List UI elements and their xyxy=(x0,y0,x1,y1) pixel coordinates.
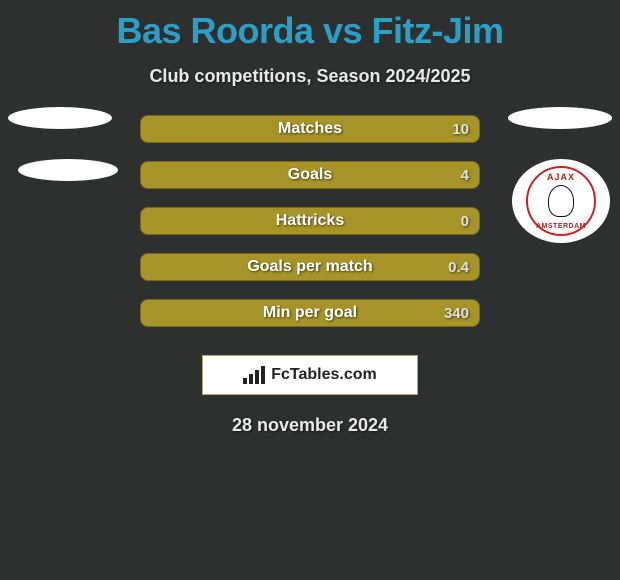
stat-value-right: 0 xyxy=(461,213,469,230)
player-left-ellipse-2 xyxy=(18,159,118,181)
club-logo-bottom-text: AMSTERDAM xyxy=(536,223,586,230)
player-right-ellipse xyxy=(508,107,612,129)
stat-bar-goals-per-match: Goals per match 0.4 xyxy=(140,253,480,281)
stat-bars: Matches 10 Goals 4 Hattricks 0 Goals per… xyxy=(140,115,480,327)
subtitle: Club competitions, Season 2024/2025 xyxy=(0,66,620,87)
fctables-badge: FcTables.com xyxy=(202,355,418,395)
stat-label: Matches xyxy=(278,120,342,138)
stat-label: Goals xyxy=(288,166,332,184)
club-logo-top-text: AJAX xyxy=(547,172,575,182)
stats-row: AJAX AMSTERDAM Matches 10 Goals 4 Hattri… xyxy=(0,115,620,327)
bar-chart-icon xyxy=(243,366,265,384)
stat-bar-matches: Matches 10 xyxy=(140,115,480,143)
stat-value-right: 10 xyxy=(452,121,469,138)
stat-label: Hattricks xyxy=(276,212,344,230)
player-left-ellipse-1 xyxy=(8,107,112,129)
fctables-label: FcTables.com xyxy=(271,366,377,384)
club-logo: AJAX AMSTERDAM xyxy=(512,159,610,243)
stat-label: Goals per match xyxy=(247,258,372,276)
stat-bar-hattricks: Hattricks 0 xyxy=(140,207,480,235)
stat-bar-goals: Goals 4 xyxy=(140,161,480,189)
date-label: 28 november 2024 xyxy=(0,415,620,436)
ajax-logo-icon: AJAX AMSTERDAM xyxy=(526,166,596,236)
stat-label: Min per goal xyxy=(263,304,357,322)
stat-value-right: 340 xyxy=(444,305,469,322)
stat-bar-min-per-goal: Min per goal 340 xyxy=(140,299,480,327)
page-title: Bas Roorda vs Fitz-Jim xyxy=(0,0,620,52)
stat-value-right: 0.4 xyxy=(448,259,469,276)
stat-value-right: 4 xyxy=(461,167,469,184)
